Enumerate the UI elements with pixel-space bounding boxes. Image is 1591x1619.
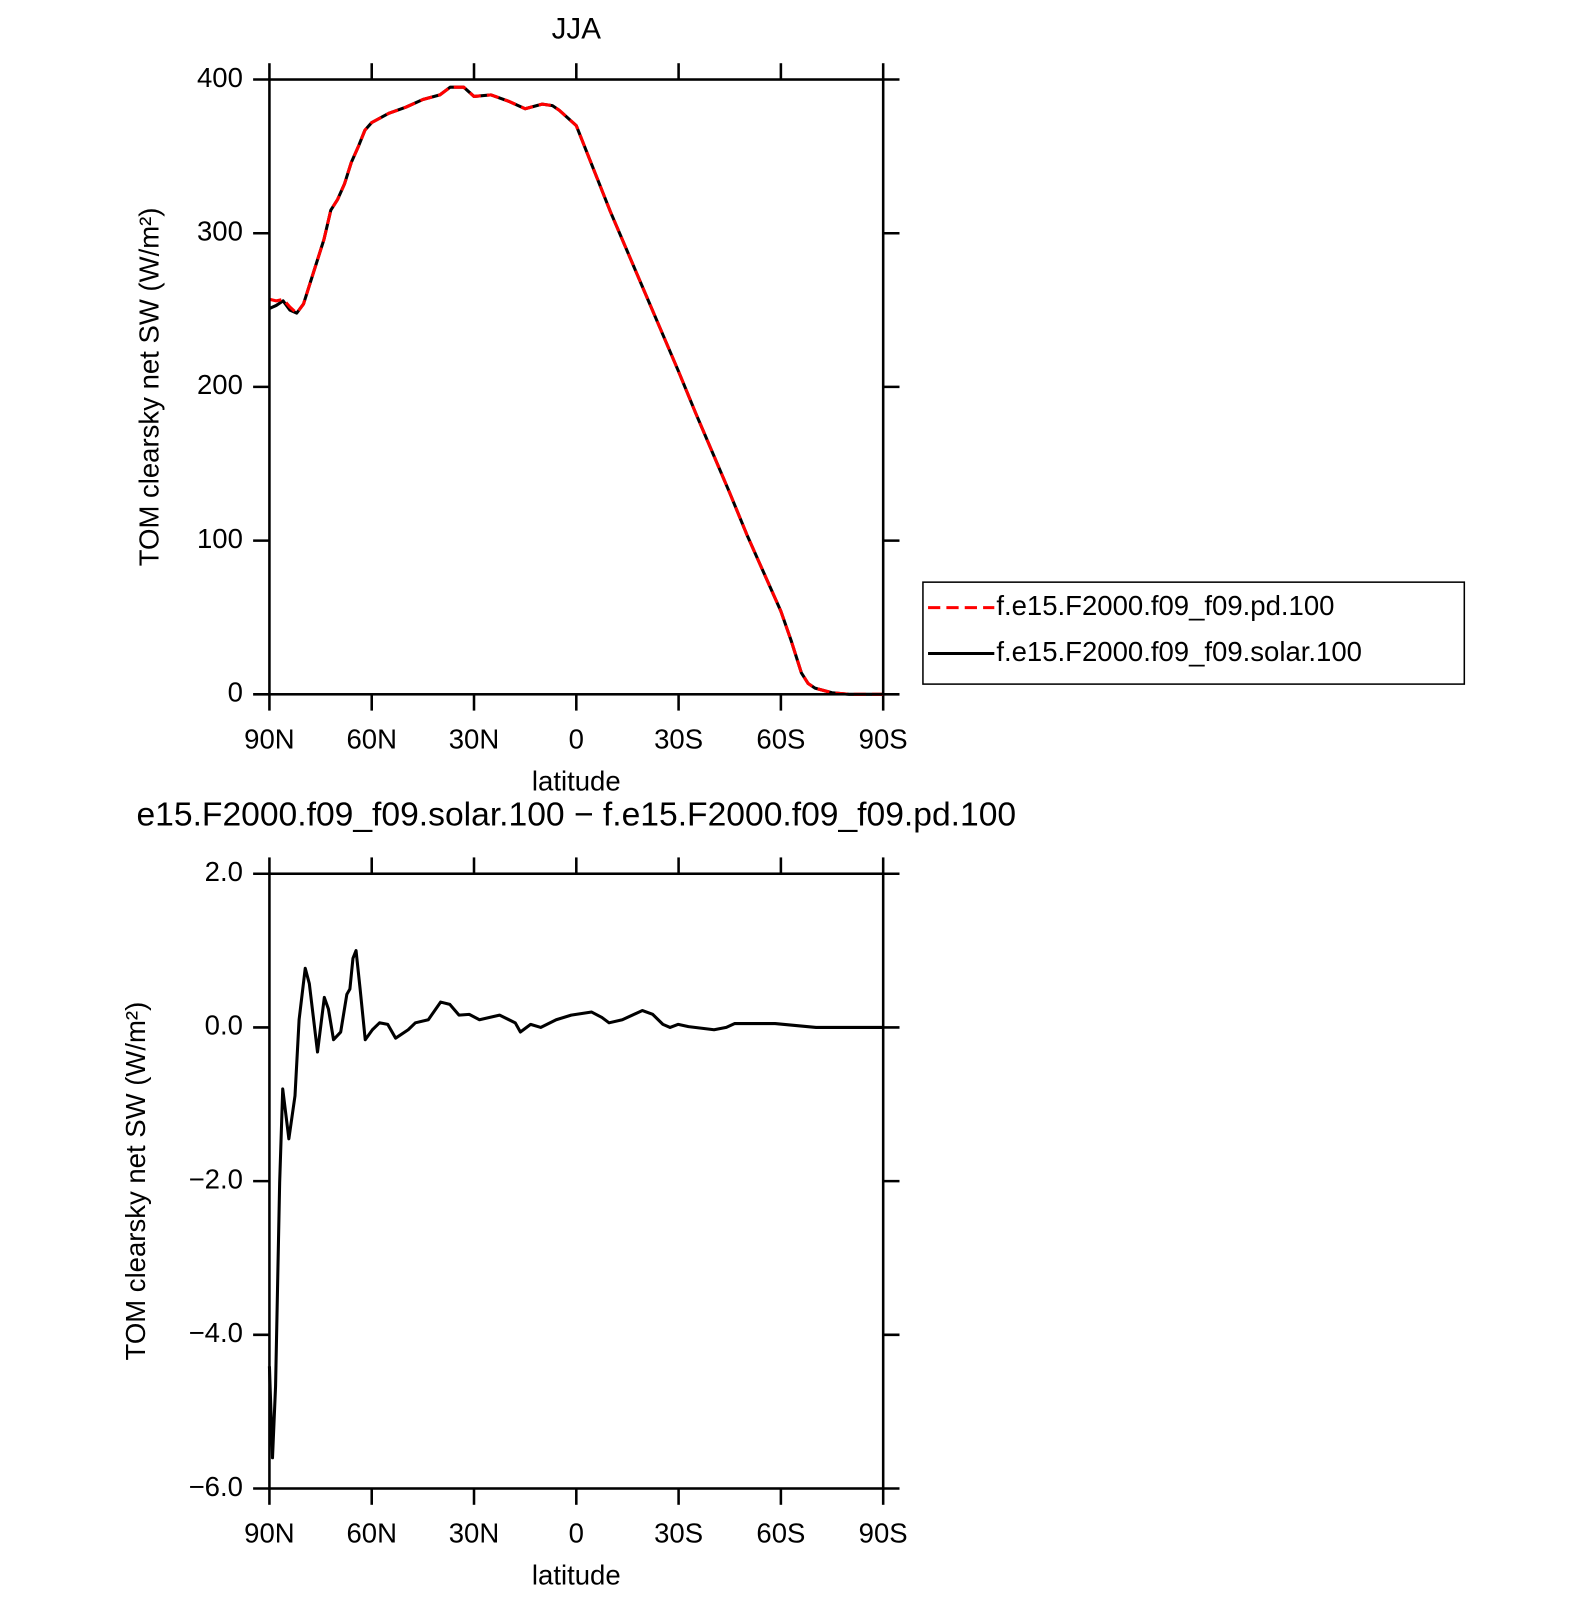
y-tick-label: 0	[228, 677, 243, 708]
y-tick-label: −2.0	[189, 1163, 243, 1194]
y-tick-label: 300	[197, 215, 243, 246]
x-tick-label: 30S	[654, 1518, 703, 1549]
y-tick-label: 200	[197, 369, 243, 400]
x-tick-label: 60S	[756, 723, 805, 754]
y-axis-label: TOM clearsky net SW (W/m²)	[133, 208, 164, 567]
chart-title: e15.F2000.f09_f09.solar.100 − f.e15.F200…	[136, 797, 1016, 834]
x-tick-label: 30N	[449, 723, 499, 754]
x-tick-label: 90N	[244, 1518, 294, 1549]
x-tick-label: 0	[569, 1518, 584, 1549]
x-axis-label: latitude	[532, 1559, 621, 1590]
legend-box	[922, 581, 1466, 685]
x-tick-label: 30S	[654, 723, 703, 754]
x-tick-label: 90S	[859, 723, 908, 754]
x-tick-label: 0	[569, 723, 584, 754]
y-tick-label: −4.0	[189, 1317, 243, 1348]
data-line	[267, 949, 884, 1460]
chart-title: JJA	[552, 12, 602, 45]
y-tick-label: −6.0	[189, 1471, 243, 1502]
plot-frame	[268, 872, 885, 1490]
x-tick-label: 90N	[244, 723, 294, 754]
y-axis-label: TOM clearsky net SW (W/m²)	[120, 1002, 151, 1361]
x-tick-label: 30N	[449, 1518, 499, 1549]
y-tick-label: 2.0	[205, 856, 243, 887]
data-line	[269, 85, 884, 696]
y-tick-label: 0.0	[205, 1010, 243, 1041]
y-tick-label: 100	[197, 523, 243, 554]
x-tick-label: 60N	[346, 1518, 396, 1549]
legend-label: f.e15.F2000.f09_f09.solar.100	[996, 636, 1362, 667]
plot-frame	[268, 78, 885, 696]
x-tick-label: 90S	[859, 1518, 908, 1549]
x-tick-label: 60S	[756, 1518, 805, 1549]
data-line	[268, 85, 884, 696]
y-tick-label: 400	[197, 62, 243, 93]
x-tick-label: 60N	[346, 723, 396, 754]
legend-label: f.e15.F2000.f09_f09.pd.100	[996, 590, 1334, 621]
x-axis-label: latitude	[532, 765, 621, 796]
